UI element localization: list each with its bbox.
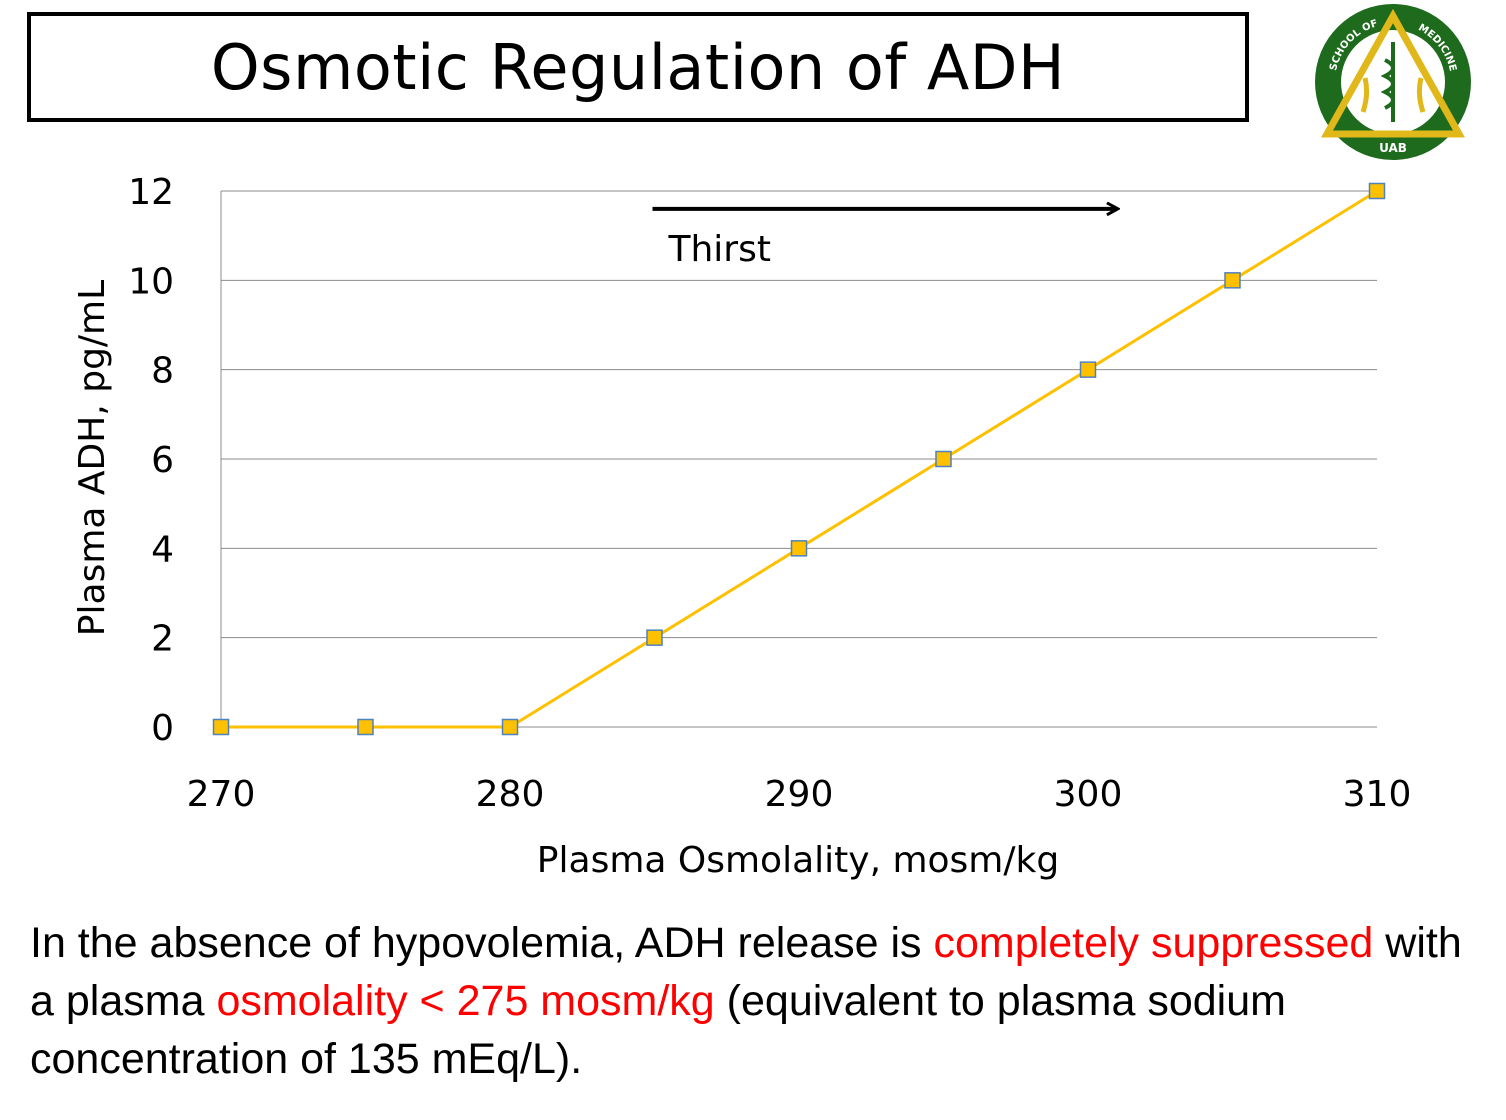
data-point-295 — [935, 450, 952, 468]
laurel-icon — [1360, 77, 1426, 113]
data-point-300 — [1079, 361, 1097, 378]
data-point-305 — [1224, 272, 1241, 289]
data-point-290 — [790, 540, 808, 557]
axes: 0 2 4 6 8 10 12 270 280 290 300 310 — [128, 172, 1411, 815]
data-point-275 — [357, 718, 374, 736]
caption-highlight-osmolality: osmolality < 275 mosm/kg — [216, 977, 715, 1025]
adh-chart: 0 2 4 6 8 10 12 270 280 290 300 310 Thirst Plasma O… — [72, 172, 1411, 881]
x-tick-label: 290 — [765, 774, 834, 815]
data-point-280 — [501, 718, 519, 736]
school-of-medicine-logo: SCHOOL OF MEDICINE UAB — [1315, 4, 1471, 160]
data-point-310 — [1368, 182, 1386, 200]
grid-lines — [221, 190, 1377, 728]
data-point-285 — [646, 629, 663, 646]
y-tick-label: 4 — [151, 529, 174, 570]
logo-bottom-text: UAB — [1379, 141, 1407, 155]
page-title: Osmotic Regulation of ADH — [210, 30, 1066, 104]
thirst-annotation: Thirst — [652, 209, 1117, 270]
y-tick-label: 0 — [151, 708, 174, 749]
caption-highlight-suppressed: completely suppressed — [933, 919, 1374, 967]
logo-triangle — [1321, 8, 1465, 138]
x-tick-label: 280 — [476, 774, 545, 815]
x-tick-label: 310 — [1343, 774, 1412, 815]
y-tick-label: 8 — [151, 351, 174, 392]
thirst-label: Thirst — [668, 229, 771, 270]
caption-part1: In the absence of hypovolemia, ADH relea… — [30, 919, 934, 967]
x-tick-label: 270 — [187, 774, 256, 815]
caption-part3: with a plasma — [30, 919, 1462, 1025]
caduceus-icon — [1380, 42, 1395, 122]
y-tick-label: 2 — [151, 619, 174, 660]
series-adh — [212, 182, 1386, 736]
data-point-270 — [212, 718, 230, 736]
y-axis-label: Plasma ADH, pg/mL — [72, 280, 113, 636]
title-box: Osmotic Regulation of ADH — [27, 12, 1249, 122]
y-tick-label: 6 — [151, 440, 174, 481]
x-tick-label: 300 — [1054, 774, 1123, 815]
y-tick-label: 10 — [128, 261, 174, 302]
caption: In the absence of hypovolemia, ADH relea… — [30, 914, 1470, 1088]
caption-part5: (equivalent to plasma sodium concentrati… — [30, 977, 1286, 1083]
y-tick-label: 12 — [128, 172, 174, 213]
x-axis-label: Plasma Osmolality, mosm/kg — [537, 840, 1059, 881]
